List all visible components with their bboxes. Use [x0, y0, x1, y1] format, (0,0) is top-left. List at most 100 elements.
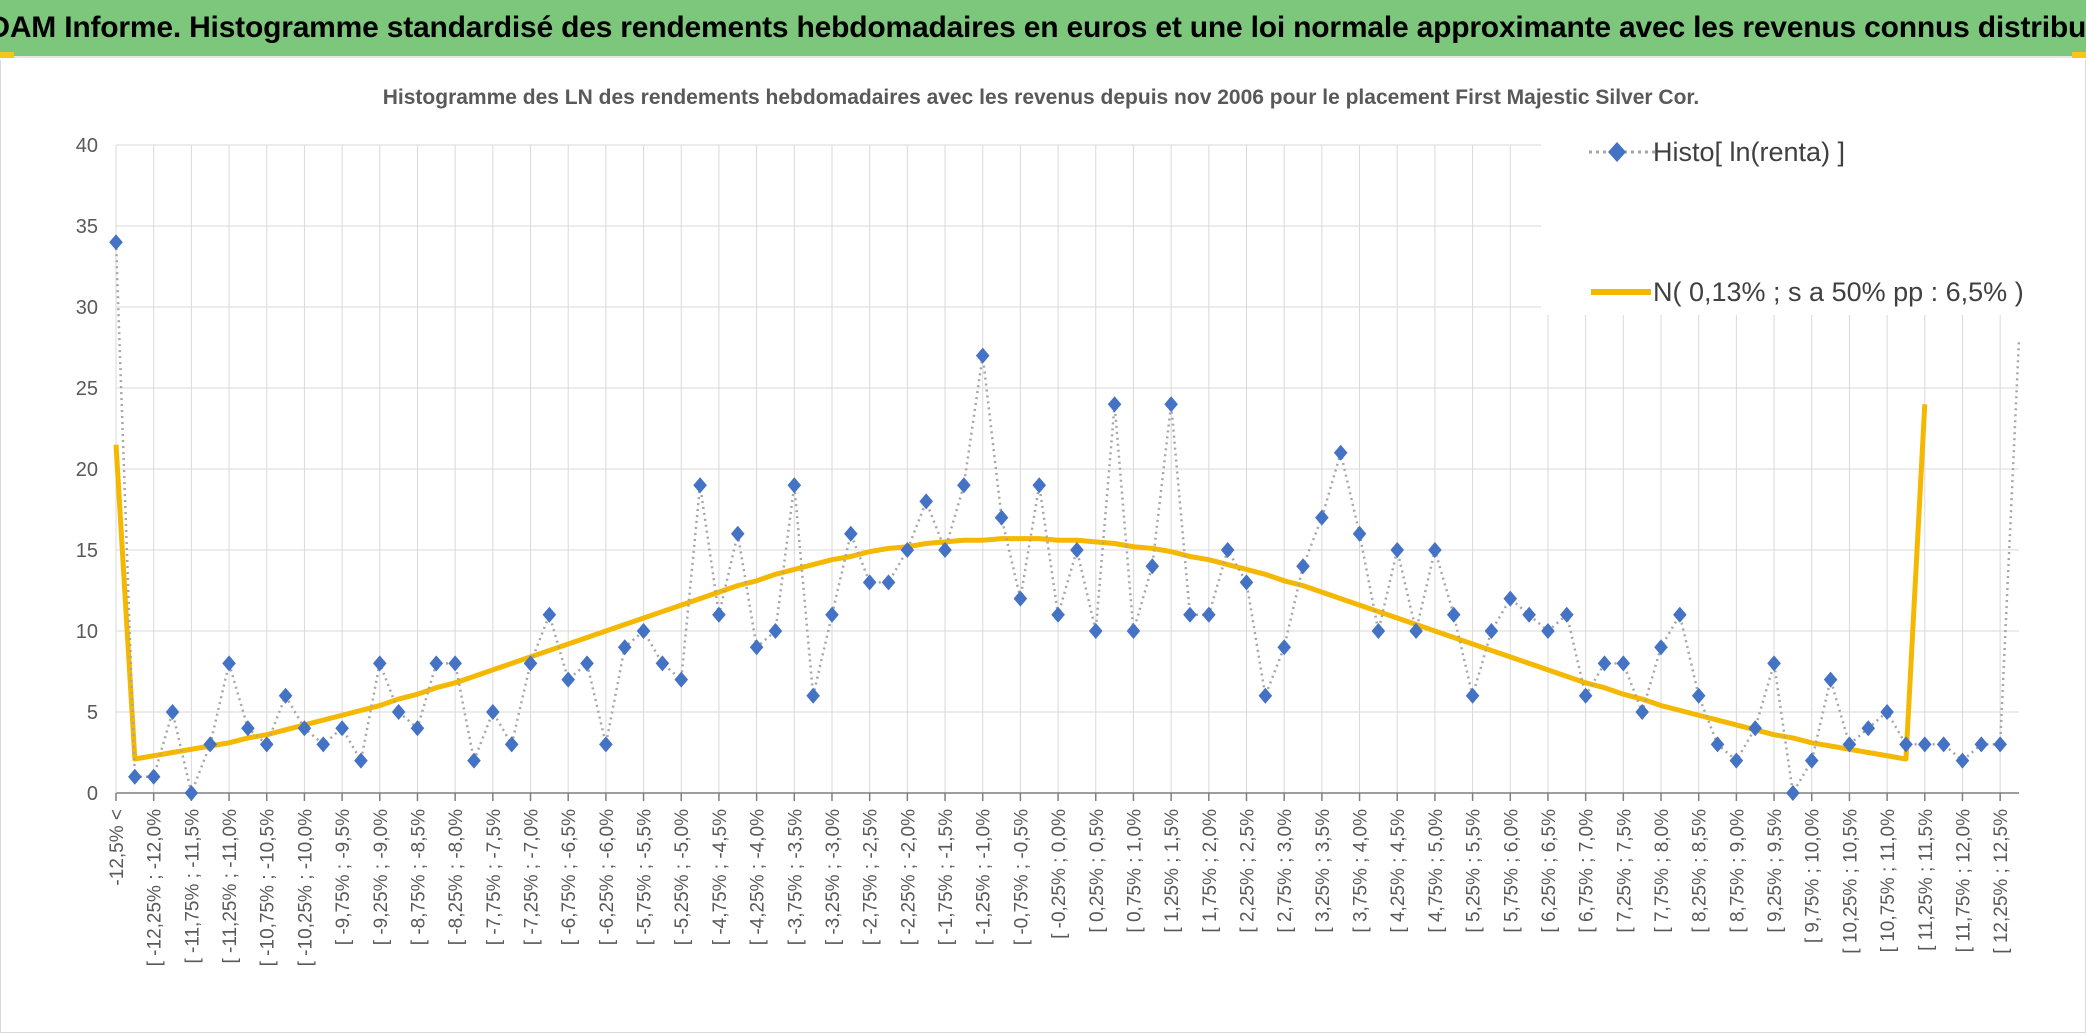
histogram-point — [580, 655, 594, 672]
histogram-point — [1560, 606, 1574, 623]
histogram-point — [1823, 671, 1838, 688]
x-tick-label: [ 1,25% ; 1,5% — [1162, 809, 1183, 933]
histogram-point — [655, 655, 670, 672]
legend-histo-marker — [1608, 142, 1626, 162]
y-tick-label: 10 — [76, 621, 98, 643]
histogram-point — [768, 623, 783, 639]
histogram-point — [994, 509, 1009, 526]
x-tick-label: [ -7,25% ; -7,0% — [522, 809, 543, 945]
histogram-point — [1503, 590, 1518, 607]
histogram-point — [919, 493, 933, 510]
x-tick-label: [ 7,75% ; 8,0% — [1652, 809, 1673, 933]
histogram-point — [1202, 606, 1216, 623]
histogram-point — [372, 655, 387, 672]
histogram-point — [165, 704, 180, 720]
histogram-point — [1748, 720, 1763, 737]
histogram-point — [617, 639, 632, 656]
x-tick-label: [ -0,25% ; 0,0% — [1049, 809, 1070, 939]
histogram-point — [1673, 606, 1687, 623]
histogram-point — [975, 347, 990, 364]
histogram-point — [1936, 736, 1951, 753]
histogram-point — [1522, 606, 1536, 623]
x-tick-label: [ -12,25% ; -12,0% — [145, 809, 166, 966]
histogram-point — [957, 477, 971, 494]
x-tick-label: [ -3,25% ; -3,0% — [823, 809, 844, 945]
x-tick-label: [ 12,25% ; 12,5% — [1991, 809, 2012, 954]
histogram-point — [259, 736, 274, 753]
histogram-point — [504, 736, 519, 753]
legend: Histo[ ln(renta) ] N( 0,13% ; s a 50% pp… — [1541, 110, 2024, 315]
histogram-point — [1446, 606, 1461, 623]
histogram-point — [1597, 655, 1612, 672]
histogram-point — [1616, 655, 1631, 672]
x-tick-label: [ 10,25% ; 10,5% — [1840, 809, 1861, 954]
x-tick-label: [ -4,75% ; -4,5% — [710, 809, 731, 945]
histogram-point — [1880, 704, 1894, 720]
histogram-point — [184, 785, 199, 801]
histogram-point — [297, 720, 312, 737]
x-tick-label: [ 3,25% ; 3,5% — [1313, 809, 1334, 933]
histogram-point — [354, 752, 368, 769]
x-tick-label: [ 2,25% ; 2,5% — [1237, 809, 1258, 933]
histogram-point — [1578, 687, 1593, 704]
histogram-point — [900, 542, 915, 558]
x-tick-label: [ 9,25% ; 9,5% — [1765, 809, 1786, 933]
histogram-point — [1277, 639, 1291, 656]
histogram-point — [1804, 752, 1819, 769]
histogram-point — [429, 655, 444, 672]
x-tick-label: [ -4,25% ; -4,0% — [748, 809, 769, 945]
x-tick-label: [ 8,75% ; 9,0% — [1727, 809, 1748, 933]
histogram-point — [486, 704, 500, 720]
x-tick-label: -12,5% < — [107, 809, 128, 886]
histogram-point — [787, 477, 802, 494]
histogram-point — [222, 655, 236, 672]
histogram-point — [316, 736, 331, 753]
histogram-point — [1051, 606, 1065, 623]
histogram-point — [1296, 558, 1310, 575]
x-tick-label: [ -9,25% ; -9,0% — [371, 809, 392, 945]
histogram-point — [1164, 396, 1178, 413]
y-tick-label: 0 — [87, 783, 98, 805]
x-tick-label: [ 11,25% ; 11,5% — [1916, 809, 1937, 951]
histogram-point — [749, 639, 764, 656]
x-tick-label: [ 7,25% ; 7,5% — [1614, 809, 1635, 933]
x-tick-label: [ 6,25% ; 6,5% — [1539, 809, 1560, 933]
histogram-point — [467, 752, 481, 769]
x-tick-label: [ 4,25% ; 4,5% — [1388, 809, 1409, 933]
chart-area: 0 5 10 15 20 25 30 35 40 -12,5% < [ -12,25% ; -12,… — [0, 60, 2086, 1033]
histogram-point — [241, 720, 255, 737]
x-tick-label: [ -0,75% ; -0,5% — [1011, 809, 1032, 945]
histogram-point — [844, 525, 858, 542]
x-tick-label: [ 9,75% ; 10,0% — [1803, 809, 1824, 943]
histogram-point — [1899, 736, 1913, 753]
histogram-point — [881, 574, 896, 591]
histogram-point — [599, 736, 613, 753]
histogram-point — [448, 655, 462, 672]
normal-curve-line — [113, 404, 1928, 762]
histogram-point — [1409, 623, 1423, 639]
histogram-point — [1333, 444, 1348, 461]
x-tick-label: [ -2,25% ; -2,0% — [898, 809, 919, 945]
histogram-point — [1352, 525, 1367, 542]
histogram-point — [1032, 477, 1047, 494]
y-tick-label: 40 — [76, 135, 98, 157]
x-tick-label: [ -11,75% ; -11,5% — [182, 809, 203, 964]
histogram-point — [1691, 687, 1706, 704]
histogram-point — [1465, 687, 1480, 704]
histogram-point — [109, 234, 123, 251]
series — [109, 234, 2021, 801]
x-tick-label: [ -8,25% ; -8,0% — [446, 809, 467, 945]
histogram-point — [806, 687, 820, 704]
x-tick-label: [ 6,75% ; 7,0% — [1577, 809, 1598, 933]
legend-histo-label: Histo[ ln(renta) ] — [1653, 137, 1845, 167]
x-tick-label: [ 0,25% ; 0,5% — [1087, 809, 1108, 933]
histogram-point — [1145, 558, 1160, 575]
x-tick-label: [ 5,75% ; 6,0% — [1501, 809, 1522, 933]
gridlines — [115, 144, 2019, 793]
histogram-point — [391, 704, 406, 720]
histogram-point — [203, 736, 218, 753]
x-tick-label: [ -1,25% ; -1,0% — [974, 809, 995, 945]
histogram-point — [1183, 606, 1197, 623]
histogram-point — [1861, 720, 1876, 737]
x-tick-label: [ -9,75% ; -9,5% — [333, 809, 354, 945]
